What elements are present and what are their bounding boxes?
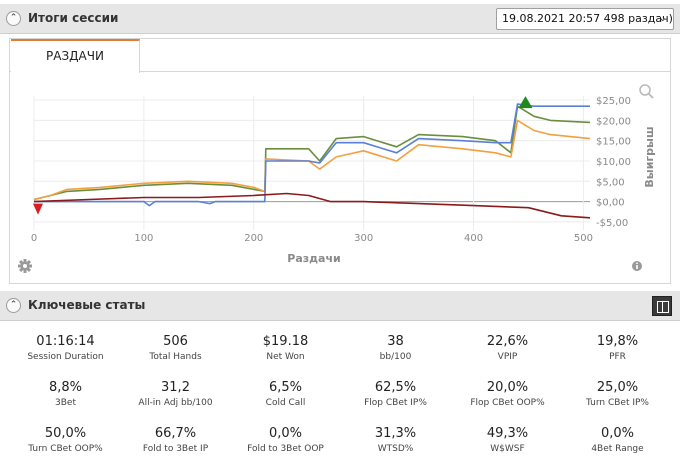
stat-value: $19.18 <box>262 334 309 349</box>
stat-label: WTSD% <box>377 444 414 454</box>
collapse-session-button[interactable]: ⌃ <box>6 11 21 26</box>
stat-value: 31,3% <box>374 426 417 441</box>
stat-value: 25,0% <box>596 380 639 395</box>
chart-markers <box>33 96 533 215</box>
stat-value: 0,0% <box>268 426 303 441</box>
y-tick-label: -$5,00 <box>596 218 628 229</box>
stat-value: 01:16:14 <box>36 334 95 349</box>
stat-item: 01:16:14 Session Duration <box>9 334 122 363</box>
settings-gear-icon[interactable] <box>18 259 32 273</box>
y-axis-label: Выигрыш <box>643 126 656 187</box>
session-select-value: 19.08.2021 20:57 498 раздач) <box>502 12 673 25</box>
y-tick-label: $15,00 <box>596 137 631 148</box>
winnings-graph: -$5,00 $0,00 $5,00 $10,00 $15,00 $20,00 $25,00… <box>18 84 656 273</box>
collapse-stats-button[interactable]: ⌃ <box>6 298 21 313</box>
stat-value: 506 <box>163 334 188 349</box>
stat-item: 38 bb/100 <box>339 334 452 363</box>
stat-label: 4Bet Range <box>591 444 644 454</box>
stat-value: 62,5% <box>374 380 417 395</box>
chevron-up-icon: ⌃ <box>9 300 18 310</box>
stat-value: 38 <box>387 334 404 349</box>
zoom-icon[interactable] <box>639 84 654 99</box>
series-line-2 <box>34 103 590 207</box>
stat-item: 6,5% Cold Call <box>229 380 342 409</box>
stat-item: 0,0% 4Bet Range <box>561 426 674 455</box>
tab-hands[interactable]: РАЗДАЧИ <box>11 39 140 73</box>
stat-value: 20,0% <box>486 380 529 395</box>
stat-label: Total Hands <box>149 352 202 362</box>
stat-item: 50,0% Turn CBet OOP% <box>9 426 122 455</box>
series-line-0 <box>33 105 591 201</box>
stat-item: 25,0% Turn CBet IP% <box>561 380 674 409</box>
stat-value: 49,3% <box>486 426 529 441</box>
session-select[interactable]: 19.08.2021 20:57 498 раздач) ⌄ <box>496 8 674 30</box>
chart-series <box>33 103 591 219</box>
session-summary-header: ⌃ Итоги сессии 19.08.2021 20:57 498 разд… <box>0 4 680 34</box>
x-tick-label: 0 <box>31 233 37 244</box>
stat-label: Fold to 3Bet OOP <box>247 444 324 454</box>
stat-item: 8,8% 3Bet <box>9 380 122 409</box>
stat-value: 50,0% <box>44 426 87 441</box>
y-tick-label: $25,00 <box>596 96 631 107</box>
chart-axes: -$5,00 $0,00 $5,00 $10,00 $15,00 $20,00 $25,00… <box>31 96 631 244</box>
stat-value: 0,0% <box>600 426 635 441</box>
stat-item: 0,0% Fold to 3Bet OOP <box>229 426 342 455</box>
y-tick-label: $0,00 <box>596 198 625 209</box>
stat-label: Turn CBet IP% <box>586 398 649 408</box>
stat-value: 8,8% <box>48 380 83 395</box>
stat-label: Net Won <box>266 352 305 362</box>
stat-value: 66,7% <box>154 426 197 441</box>
x-tick-label: 500 <box>574 233 593 244</box>
stat-item: 31,2 All-in Adj bb/100 <box>119 380 232 409</box>
chevron-up-icon: ⌃ <box>9 13 18 23</box>
stat-label: bb/100 <box>379 352 412 362</box>
chevron-down-icon: ⌄ <box>658 13 667 24</box>
key-stats-header: ⌃ Ключевые статы <box>0 291 680 321</box>
x-tick-label: 300 <box>354 233 373 244</box>
x-tick-label: 100 <box>134 233 153 244</box>
stat-value: 19,8% <box>596 334 639 349</box>
key-stats-grid: 01:16:14 Session Duration 506 Total Hands $1… <box>0 330 680 462</box>
stat-item: $19.18 Net Won <box>229 334 342 363</box>
stat-label: Flop CBet OOP% <box>470 398 545 408</box>
session-summary-title: Итоги сессии <box>28 11 119 25</box>
series-line-1 <box>33 119 591 201</box>
y-tick-label: $20,00 <box>596 116 631 127</box>
stat-value: 31,2 <box>161 380 190 395</box>
stat-label: PFR <box>609 352 626 362</box>
series-line-3 <box>33 192 591 219</box>
grid-lines <box>33 96 590 230</box>
stat-item: 62,5% Flop CBet IP% <box>339 380 452 409</box>
min-marker-icon <box>33 203 43 215</box>
key-stats-title: Ключевые статы <box>28 298 146 312</box>
info-icon[interactable] <box>632 261 642 271</box>
x-tick-label: 200 <box>244 233 263 244</box>
stat-value: 6,5% <box>268 380 303 395</box>
stat-label: All-in Adj bb/100 <box>138 398 213 408</box>
stat-label: Turn CBet OOP% <box>28 444 103 454</box>
stat-item: 31,3% WTSD% <box>339 426 452 455</box>
y-tick-label: $10,00 <box>596 157 631 168</box>
stat-label: 3Bet <box>55 398 76 408</box>
stat-label: Fold to 3Bet IP <box>142 444 209 454</box>
stat-item: 19,8% PFR <box>561 334 674 363</box>
stat-item: 49,3% W$WSF <box>451 426 564 455</box>
stat-item: 22,6% VPIP <box>451 334 564 363</box>
layout-columns-button[interactable] <box>652 296 672 316</box>
stat-item: 66,7% Fold to 3Bet IP <box>119 426 232 455</box>
max-marker-icon <box>518 96 533 109</box>
x-tick-label: 400 <box>464 233 483 244</box>
stat-item: 506 Total Hands <box>119 334 232 363</box>
stat-label: Flop CBet IP% <box>364 398 427 408</box>
chart-tab-strip: РАЗДАЧИ <box>10 39 670 73</box>
stat-label: VPIP <box>497 352 518 362</box>
stat-label: Session Duration <box>27 352 104 362</box>
x-axis-label: Раздачи <box>287 252 340 265</box>
y-tick-label: $5,00 <box>596 177 625 188</box>
stat-label: W$WSF <box>490 444 525 454</box>
stat-value: 22,6% <box>486 334 529 349</box>
stat-item: 20,0% Flop CBet OOP% <box>451 380 564 409</box>
stat-label: Cold Call <box>265 398 306 408</box>
